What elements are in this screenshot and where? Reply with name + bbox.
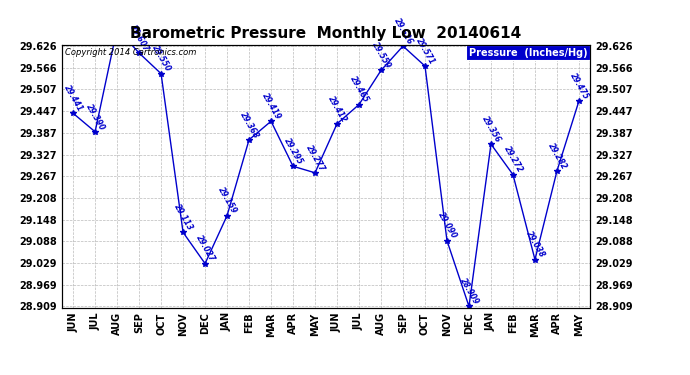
Text: 29.419: 29.419 [260,92,282,121]
Text: 29.159: 29.159 [216,186,238,216]
Text: 29.272: 29.272 [502,145,524,175]
Text: Pressure  (Inches/Hg): Pressure (Inches/Hg) [469,48,587,58]
Text: 28.909: 28.909 [457,277,480,306]
Text: 29.626: 29.626 [392,16,414,46]
Text: 29.674: 29.674 [0,374,1,375]
Text: 29.441: 29.441 [62,84,84,113]
Text: 29.295: 29.295 [282,136,304,166]
Text: 29.113: 29.113 [172,202,195,232]
Text: 29.550: 29.550 [150,44,172,74]
Text: 29.559: 29.559 [370,41,392,70]
Text: 29.090: 29.090 [436,211,458,241]
Text: 29.390: 29.390 [84,102,106,132]
Text: 29.277: 29.277 [304,143,326,173]
Text: 29.571: 29.571 [414,36,436,66]
Title: Barometric Pressure  Monthly Low  20140614: Barometric Pressure Monthly Low 20140614 [130,26,522,41]
Text: 29.282: 29.282 [546,141,568,171]
Text: 29.027: 29.027 [194,234,216,264]
Text: 29.038: 29.038 [524,230,546,260]
Text: 29.368: 29.368 [238,110,260,140]
Text: 29.356: 29.356 [480,114,502,144]
Text: 29.607: 29.607 [128,23,150,53]
Text: 29.475: 29.475 [568,71,590,101]
Text: 29.465: 29.465 [348,75,371,105]
Text: Copyright 2014 Cartronics.com: Copyright 2014 Cartronics.com [65,48,196,57]
Text: 29.412: 29.412 [326,94,348,124]
